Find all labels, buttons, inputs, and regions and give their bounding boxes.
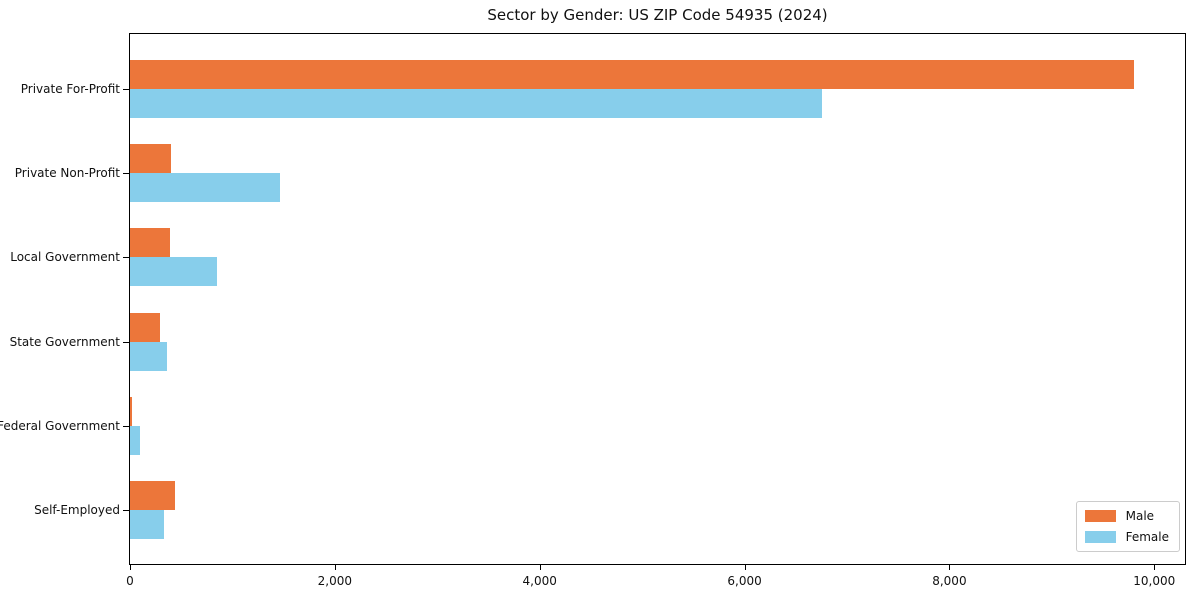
bar-female-state-government bbox=[130, 341, 168, 371]
y-tick-mark bbox=[123, 341, 129, 343]
bar-female-local-government bbox=[130, 257, 217, 287]
legend-label-male: Male bbox=[1125, 509, 1155, 523]
bar-male-private-for-profit bbox=[130, 60, 1134, 89]
y-tick-label-private-non-profit: Private Non-Profit bbox=[14, 166, 120, 181]
x-tick-label-0: 0 bbox=[126, 574, 134, 588]
bar-female-private-non-profit bbox=[130, 173, 281, 203]
bar-female-private-for-profit bbox=[130, 89, 823, 118]
y-tick-label-state-government: State Government bbox=[9, 334, 120, 349]
legend-swatch-male bbox=[1084, 510, 1116, 522]
x-tick-mark bbox=[949, 564, 951, 570]
chart-title: Sector by Gender: US ZIP Code 54935 (202… bbox=[487, 6, 828, 24]
bar-female-self-employed bbox=[130, 510, 165, 539]
y-tick-label-self-employed: Self-Employed bbox=[34, 503, 120, 517]
x-tick-label-2000: 2,000 bbox=[317, 574, 353, 588]
legend-item-female: Female bbox=[1084, 530, 1169, 544]
bar-male-local-government bbox=[130, 228, 170, 258]
x-tick-mark bbox=[1154, 564, 1156, 570]
legend: Male Female bbox=[1075, 501, 1180, 552]
x-tick-mark bbox=[744, 564, 746, 570]
x-tick-label-6000: 6,000 bbox=[727, 574, 762, 588]
legend-item-male: Male bbox=[1084, 509, 1169, 523]
bar-male-state-government bbox=[130, 312, 161, 342]
bar-male-federal-government bbox=[130, 396, 132, 426]
y-tick-label-local-government: Local Government bbox=[10, 250, 120, 265]
x-tick-mark bbox=[539, 564, 541, 570]
x-tick-label-10000: 10,000 bbox=[1133, 574, 1176, 588]
y-tick-mark bbox=[123, 510, 129, 511]
x-tick-label-4000: 4,000 bbox=[522, 574, 557, 588]
x-tick-label-8000: 8,000 bbox=[932, 574, 967, 588]
bar-male-self-employed bbox=[130, 481, 176, 510]
x-tick-mark bbox=[130, 564, 131, 570]
bar-male-private-non-profit bbox=[130, 144, 172, 174]
legend-label-female: Female bbox=[1125, 530, 1169, 544]
y-tick-label-federal-government: Federal Government bbox=[0, 418, 120, 433]
plot-area: Private For-Profit Private Non-Profit Loca… bbox=[0, 33, 1186, 588]
y-tick-label-private-for-profit: Private For-Profit bbox=[20, 82, 120, 96]
y-tick-mark bbox=[123, 173, 129, 175]
y-tick-mark bbox=[123, 425, 129, 427]
y-tick-mark bbox=[123, 257, 129, 259]
bar-female-federal-government bbox=[130, 425, 141, 455]
x-tick-mark bbox=[334, 564, 336, 570]
y-tick-mark bbox=[123, 89, 129, 90]
legend-swatch-female bbox=[1084, 531, 1116, 543]
